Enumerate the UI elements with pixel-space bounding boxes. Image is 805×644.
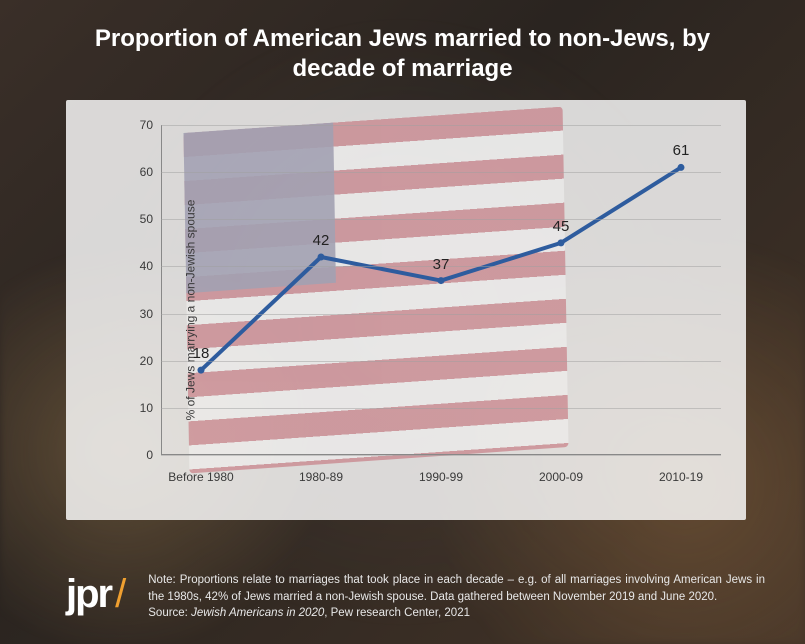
- y-tick-label: 60: [140, 165, 153, 179]
- x-tick-area: Before 1980 1980-89 1990-99 2000-09 2010-19: [161, 470, 721, 500]
- footer-note: Note: Proportions relate to marriages th…: [148, 572, 765, 622]
- x-tick-label: 2010-19: [659, 470, 703, 484]
- chart-container: % of Jews marrying a non-Jewish spouse 0…: [66, 100, 746, 520]
- logo-slash: /: [115, 572, 124, 617]
- gridline: [161, 455, 721, 456]
- data-label: 45: [553, 218, 570, 235]
- data-label: 18: [193, 345, 210, 362]
- data-marker: [438, 277, 445, 284]
- note-text: Note: Proportions relate to marriages th…: [148, 574, 765, 603]
- jpr-logo: jpr/: [66, 572, 124, 617]
- y-tick-label: 70: [140, 118, 153, 132]
- x-tick-label: 1990-99: [419, 470, 463, 484]
- data-marker: [198, 367, 205, 374]
- gridline: [161, 361, 721, 362]
- y-tick-label: 30: [140, 307, 153, 321]
- y-tick-label: 10: [140, 401, 153, 415]
- source-prefix: Source:: [148, 607, 191, 619]
- chart-title: Proportion of American Jews married to n…: [0, 24, 805, 84]
- source-suffix: , Pew research Center, 2021: [324, 607, 470, 619]
- y-tick-label: 40: [140, 259, 153, 273]
- data-marker: [318, 254, 325, 261]
- line-chart-svg: [161, 125, 721, 455]
- y-tick-label: 50: [140, 212, 153, 226]
- data-label: 37: [433, 256, 450, 273]
- data-label: 42: [313, 232, 330, 249]
- y-tick-label: 0: [146, 448, 153, 462]
- data-marker: [558, 239, 565, 246]
- x-tick-label: 1980-89: [299, 470, 343, 484]
- x-tick-label: Before 1980: [168, 470, 233, 484]
- x-tick-label: 2000-09: [539, 470, 583, 484]
- y-tick-label: 20: [140, 354, 153, 368]
- data-marker: [678, 164, 685, 171]
- plot-area: 0102030405060701842374561: [161, 125, 721, 455]
- footer: jpr/ Note: Proportions relate to marriag…: [66, 572, 765, 622]
- logo-text: jpr: [66, 572, 111, 617]
- gridline: [161, 408, 721, 409]
- gridline: [161, 219, 721, 220]
- source-italic: Jewish Americans in 2020: [191, 607, 324, 619]
- gridline: [161, 314, 721, 315]
- data-label: 61: [673, 142, 690, 159]
- gridline: [161, 172, 721, 173]
- y-axis-line: [161, 125, 162, 455]
- gridline: [161, 125, 721, 126]
